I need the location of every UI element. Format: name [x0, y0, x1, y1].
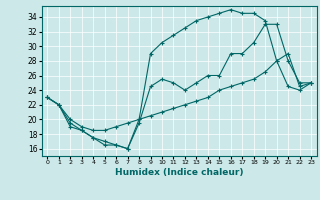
X-axis label: Humidex (Indice chaleur): Humidex (Indice chaleur) — [115, 168, 244, 177]
